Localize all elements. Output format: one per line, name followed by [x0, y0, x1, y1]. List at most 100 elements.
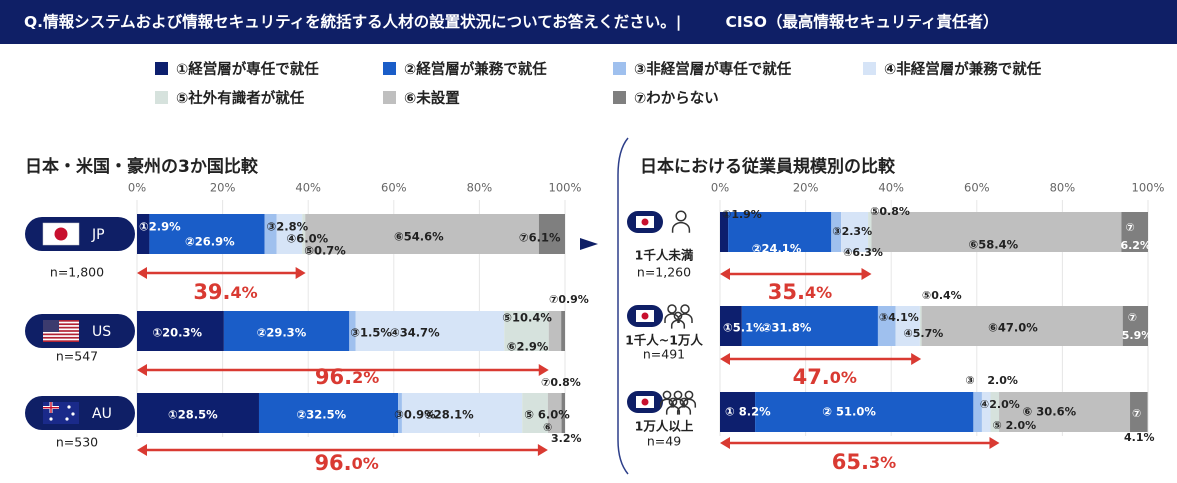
country-tick-label: 40% — [295, 181, 321, 195]
size-tick-label: 40% — [878, 181, 904, 195]
size-tick-label: 0% — [711, 181, 729, 195]
size-arrow-head — [911, 353, 922, 365]
person-body — [670, 398, 686, 408]
us-flag-stripe — [43, 330, 79, 332]
country-total-label: 96.2% — [315, 365, 379, 389]
section-divider — [617, 137, 629, 475]
legend-label: ②経営層が兼務で就任 — [404, 62, 547, 78]
person-body — [659, 398, 675, 408]
data-label: ④6.0% — [287, 232, 329, 246]
legend-item-6: ⑥未設置 — [383, 89, 460, 109]
size-bar-segment — [1130, 392, 1148, 432]
country-bar-segment — [258, 393, 399, 433]
data-label: ②29.3% — [257, 326, 307, 340]
japan-flag-disc — [641, 398, 649, 406]
size-bar-segment — [990, 392, 1000, 432]
size-bar-segment — [831, 212, 842, 252]
size-tick-label: 60% — [964, 181, 990, 195]
country-bar-segment — [401, 393, 523, 433]
data-label: ④2.0% — [980, 398, 1020, 411]
data-label: ④6.3% — [843, 246, 883, 259]
country-tick-label: 0% — [128, 181, 146, 195]
data-label: ④28.1% — [424, 408, 474, 422]
data-label: ⑤0.7% — [304, 244, 346, 258]
size-arrow-head — [720, 268, 730, 280]
data-label: ⑤ 2.0% — [992, 419, 1036, 432]
data-label: ④34.7% — [390, 326, 440, 340]
data-label: ②26.9% — [185, 235, 235, 249]
legend-swatch — [383, 62, 396, 75]
country-bar-segment — [264, 214, 277, 254]
country-bar-segment — [548, 311, 562, 351]
flag-pill — [25, 396, 135, 430]
au-flag-cross-red — [50, 402, 52, 413]
size-bar-segment — [755, 392, 974, 432]
data-label: ⑦ — [1125, 221, 1134, 234]
size-bar-segment — [720, 306, 742, 346]
japan-flag-disc — [641, 312, 649, 320]
size-bar-segment — [871, 212, 1122, 252]
legend-item-4: ④非経営層が兼務で就任 — [863, 60, 1041, 80]
us-flag-stripe — [43, 336, 79, 339]
us-flag-stripe — [43, 340, 79, 342]
person-body — [681, 398, 697, 408]
legend-item-3: ③非経営層が専任で就任 — [613, 60, 791, 80]
legend-swatch — [613, 91, 626, 104]
data-label: ⑥58.4% — [968, 238, 1018, 252]
data-label: ⑦6.1% — [519, 231, 561, 245]
data-label: 3.2% — [551, 432, 582, 445]
person-body — [665, 405, 681, 415]
legend-item-1: ①経営層が専任で就任 — [155, 60, 319, 80]
data-label: ②24.1% — [752, 242, 802, 256]
country-arrow-head — [137, 364, 147, 376]
ciso-subject: CISO（最高情報セキュリティ責任者） — [725, 13, 999, 31]
sample-size-label: n=547 — [56, 349, 98, 364]
au-flag-star — [65, 417, 69, 421]
person-icon — [684, 390, 694, 400]
data-label: ① 8.2% — [725, 405, 771, 419]
country-bar-segment — [522, 393, 548, 433]
legend-label: ⑤社外有識者が就任 — [176, 91, 305, 107]
country-arrow-head — [137, 267, 147, 279]
data-label: ③2.3% — [832, 225, 872, 238]
country-tick-label: 80% — [467, 181, 493, 195]
person-icon — [673, 390, 683, 400]
size-bar-segment — [1122, 306, 1148, 346]
size-bar-segment — [999, 392, 1131, 432]
legend-label: ⑥未設置 — [404, 91, 460, 107]
us-flag-stripe — [43, 333, 79, 336]
data-label: 4.1% — [1124, 431, 1155, 444]
size-tick-label: 20% — [793, 181, 819, 195]
country-bar-segment — [561, 311, 565, 351]
data-label: ⑥ — [543, 421, 552, 434]
data-label: ⑤0.4% — [922, 289, 962, 302]
data-label: ①20.3% — [152, 326, 202, 340]
flag-pill — [25, 217, 135, 251]
data-label: ⑦0.9% — [549, 293, 589, 306]
size-category-label: 1万人以上 — [635, 419, 694, 434]
au-flag-star — [49, 417, 53, 421]
legend-label: ③非経営層が専任で就任 — [634, 62, 792, 78]
question-text: Q.情報システムおよび情報セキュリティを統括する人材の設置状況についてお答えくだ… — [24, 13, 682, 31]
data-label: ⑦ — [1132, 407, 1141, 420]
size-total-label: 65.3% — [832, 450, 896, 474]
size-bar-segment — [973, 392, 982, 432]
country-arrow-head — [137, 444, 147, 456]
data-label: 5.9% — [1122, 329, 1153, 342]
country-total-label: 96.0% — [314, 451, 378, 475]
country-bar-segment — [137, 311, 224, 351]
japan-flag-disc — [54, 227, 68, 241]
country-tick-label: 60% — [381, 181, 407, 195]
country-code: AU — [92, 406, 112, 422]
data-label: ③ — [965, 374, 974, 387]
legend-label: ⑦わからない — [634, 91, 719, 107]
country-bar-segment — [538, 214, 565, 254]
country-bar-segment — [149, 214, 265, 254]
legend-label: ①経営層が専任で就任 — [176, 62, 319, 78]
legend-swatch — [155, 91, 168, 104]
size-bar-segment — [720, 212, 729, 252]
legend-item-7: ⑦わからない — [613, 89, 719, 109]
sample-size-label: n=1,800 — [50, 265, 104, 280]
question-banner: Q.情報システムおよび情報セキュリティを統括する人材の設置状況についてお答えくだ… — [0, 0, 1177, 44]
